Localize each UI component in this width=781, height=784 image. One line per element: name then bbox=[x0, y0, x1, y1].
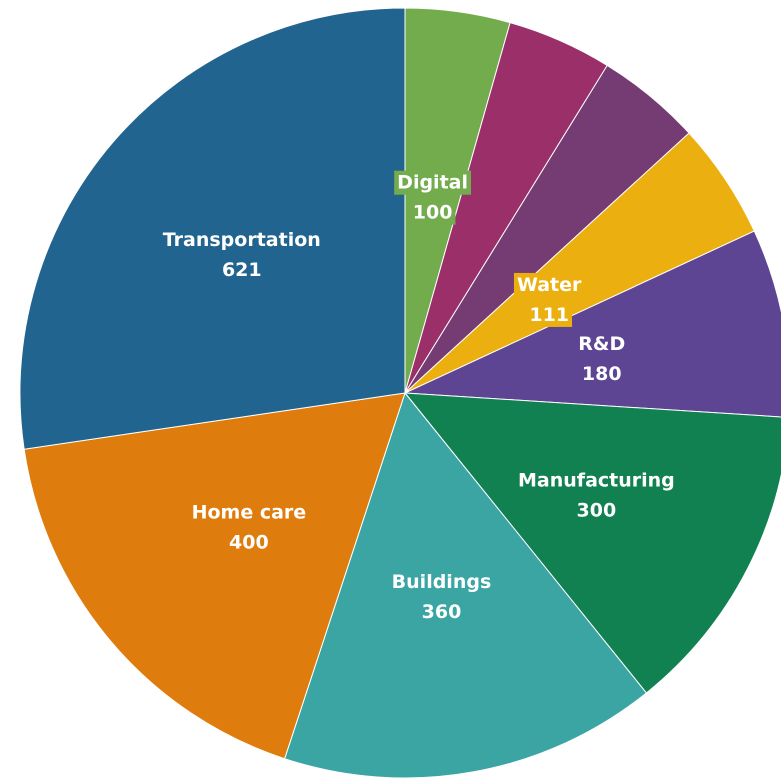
slice-category-label: R&D bbox=[578, 333, 625, 355]
pie-slice-transportation bbox=[19, 7, 406, 450]
slice-label-digital: Digital 100 bbox=[394, 170, 472, 225]
pie-slice-buildings bbox=[283, 391, 648, 779]
slice-category-label: Manufacturing bbox=[518, 469, 675, 491]
pie-labels: Digital 100 Water 111 R&D 180 Manufacturing 300… bbox=[163, 170, 675, 623]
label-background bbox=[513, 272, 586, 297]
label-background bbox=[409, 200, 456, 225]
slice-value-label: 111 bbox=[529, 304, 569, 326]
slice-value-label: 400 bbox=[229, 531, 269, 553]
pie-slice-randd bbox=[404, 230, 781, 418]
label-background bbox=[394, 170, 472, 195]
slice-category-label: Water bbox=[517, 274, 582, 296]
slice-value-label: 180 bbox=[582, 363, 622, 385]
slice-label-transportation: Transportation 621 bbox=[163, 229, 321, 281]
slice-label-manufacturing: Manufacturing 300 bbox=[518, 469, 675, 521]
slice-label-buildings: Buildings 360 bbox=[392, 571, 492, 623]
slice-category-label: Transportation bbox=[163, 229, 321, 251]
slice-value-label: 300 bbox=[577, 499, 617, 521]
slice-label-randd: R&D 180 bbox=[578, 333, 625, 385]
slice-value-label: 100 bbox=[413, 202, 453, 224]
slice-value-label: 360 bbox=[422, 601, 462, 623]
slice-label-water: Water 111 bbox=[513, 272, 586, 327]
pie-slice-manufacturing bbox=[403, 392, 781, 694]
slice-category-label: Buildings bbox=[392, 571, 492, 593]
slice-label-home-care: Home care 400 bbox=[192, 501, 307, 553]
slice-value-label: 621 bbox=[222, 259, 262, 281]
pie-slice-home-care bbox=[23, 392, 406, 760]
slice-category-label: Home care bbox=[192, 501, 307, 523]
label-background bbox=[526, 302, 573, 327]
pie-slices bbox=[19, 7, 781, 779]
slice-category-label: Digital bbox=[397, 172, 468, 194]
